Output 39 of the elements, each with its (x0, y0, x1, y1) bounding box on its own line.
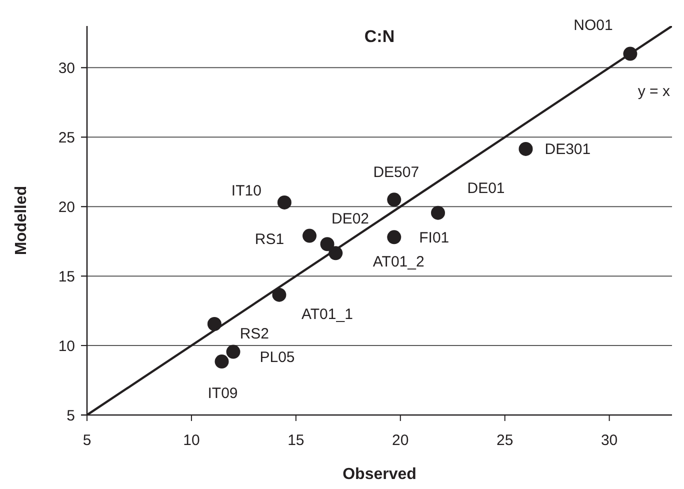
y-tick-label: 10 (58, 338, 75, 355)
annotation: AT01_2 (372, 253, 424, 270)
annotation: DE301 (544, 141, 591, 158)
x-tick-label: 30 (600, 432, 618, 449)
annotation: NO01 (574, 17, 613, 34)
point (387, 192, 402, 207)
annotation: AT01_1 (301, 306, 353, 324)
point (277, 195, 292, 210)
x-tick-label: 20 (392, 432, 409, 449)
chart-title: C:N (364, 27, 395, 46)
point (518, 142, 533, 156)
x-tick-label: 10 (183, 432, 200, 449)
point (320, 237, 334, 252)
series-label: y = x (638, 83, 670, 100)
point (272, 288, 286, 302)
annotation: PL05 (260, 349, 295, 366)
y-tick-label: 25 (58, 129, 75, 146)
annotation: DE02 (332, 210, 370, 228)
y-axis-title: Modelled (13, 186, 30, 256)
y-tick-label: 20 (58, 198, 75, 216)
point (387, 230, 402, 244)
y-tick-label: 5 (66, 407, 75, 424)
x-tick-label: 5 (82, 432, 92, 449)
annotation: IT09 (208, 384, 238, 402)
annotation: RS1 (254, 231, 284, 248)
annotation: IT10 (231, 182, 262, 200)
point (226, 344, 240, 359)
point (214, 354, 229, 369)
x-tick-label: 15 (288, 432, 304, 449)
annotation: DE507 (373, 164, 420, 181)
annotation: FI01 (419, 229, 450, 246)
x-tick-label: 25 (496, 432, 514, 449)
point (431, 206, 445, 220)
y-tick-label: 15 (58, 268, 75, 286)
annotation: DE01 (467, 180, 505, 198)
y-tick-label: 30 (58, 60, 75, 77)
point (302, 228, 317, 243)
annotation: RS2 (240, 325, 270, 342)
x-axis-title: Observed (342, 466, 416, 483)
